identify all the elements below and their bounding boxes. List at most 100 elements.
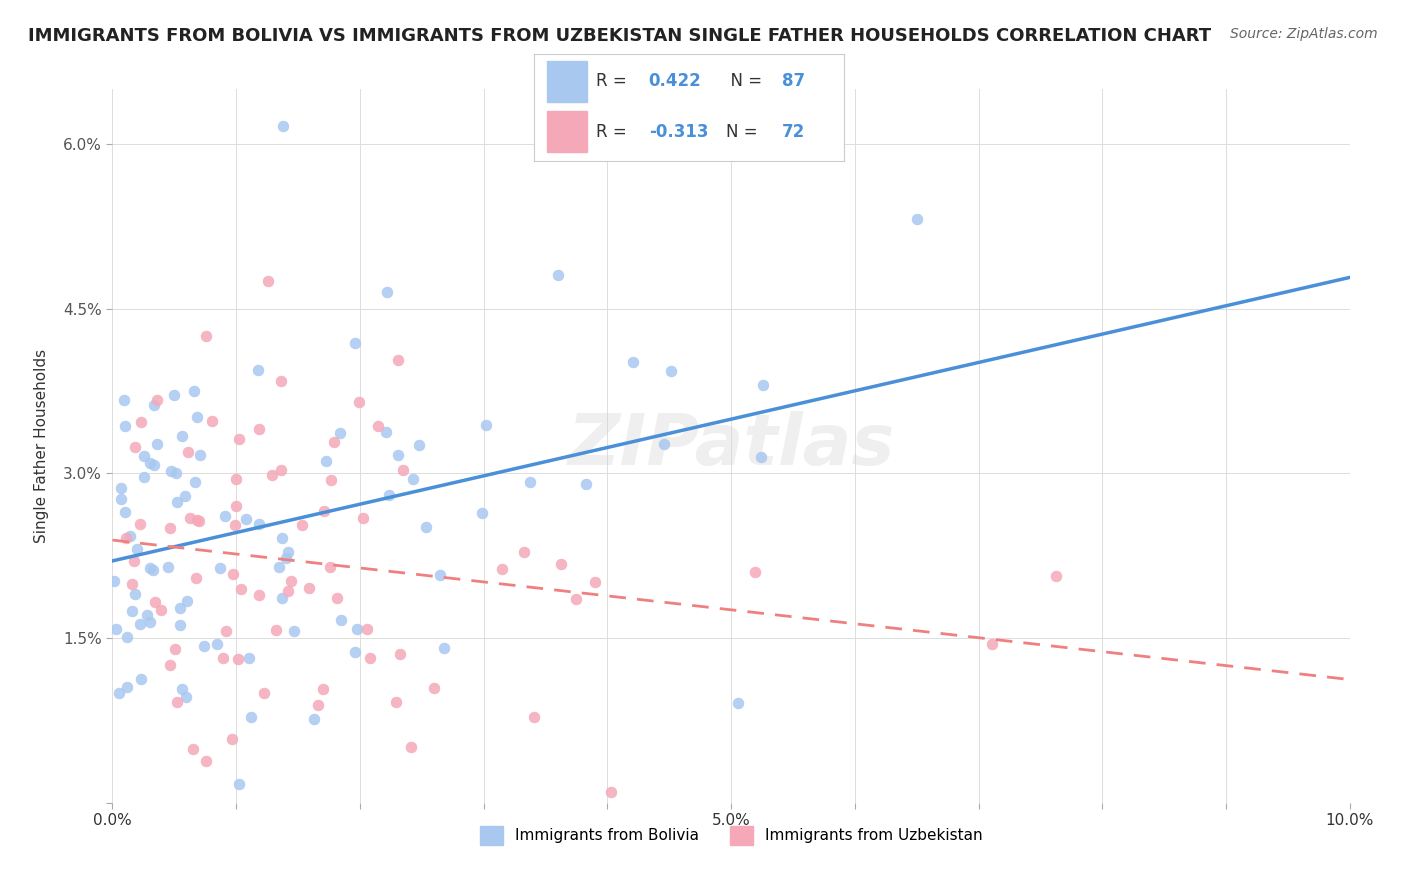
Point	[225, 500, 247, 514]
Point	[359, 651, 381, 665]
Point	[291, 518, 314, 533]
Point	[229, 582, 252, 596]
Point	[513, 545, 536, 559]
Point	[115, 630, 138, 644]
Point	[142, 398, 165, 412]
Text: R =: R =	[596, 72, 633, 90]
Point	[749, 450, 772, 465]
Point	[188, 448, 211, 462]
Point	[319, 473, 342, 487]
Point	[108, 686, 131, 700]
Point	[384, 695, 406, 709]
Point	[160, 465, 183, 479]
Point	[621, 354, 644, 368]
Point	[194, 328, 217, 343]
Point	[145, 595, 167, 609]
Point	[235, 512, 257, 526]
Point	[226, 652, 249, 666]
Point	[142, 563, 165, 577]
Point	[225, 472, 247, 486]
Text: -0.313: -0.313	[648, 123, 709, 141]
Point	[323, 435, 346, 450]
Text: ZIPatlas: ZIPatlas	[568, 411, 894, 481]
Point	[188, 515, 211, 529]
Point	[110, 491, 132, 506]
Point	[186, 410, 208, 425]
Point	[375, 285, 398, 300]
Point	[139, 615, 162, 629]
Text: 72: 72	[782, 123, 806, 141]
Point	[174, 690, 197, 704]
Point	[221, 732, 243, 747]
Point	[221, 566, 243, 581]
Point	[583, 574, 606, 589]
Point	[112, 393, 135, 408]
Point	[124, 440, 146, 454]
Point	[470, 506, 492, 520]
Point	[388, 647, 411, 661]
Y-axis label: Single Father Households: Single Father Households	[34, 349, 49, 543]
Text: N =: N =	[720, 72, 768, 90]
Point	[139, 561, 162, 575]
Point	[408, 437, 430, 451]
Text: Source: ZipAtlas.com: Source: ZipAtlas.com	[1230, 27, 1378, 41]
Legend: Immigrants from Bolivia, Immigrants from Uzbekistan: Immigrants from Bolivia, Immigrants from…	[472, 818, 990, 852]
Point	[159, 658, 181, 673]
Point	[149, 603, 172, 617]
Point	[727, 696, 749, 710]
Point	[271, 119, 294, 133]
Text: 87: 87	[782, 72, 804, 90]
Point	[267, 559, 290, 574]
Point	[166, 495, 188, 509]
Point	[214, 624, 236, 638]
Point	[271, 531, 294, 545]
Point	[129, 415, 152, 429]
Point	[209, 561, 232, 575]
Point	[312, 503, 335, 517]
Point	[744, 566, 766, 580]
Point	[228, 432, 250, 446]
Point	[399, 740, 422, 755]
Point	[157, 560, 180, 574]
Point	[170, 429, 193, 443]
Point	[523, 710, 546, 724]
Point	[146, 437, 169, 451]
Point	[163, 388, 186, 402]
Point	[186, 512, 208, 526]
Point	[247, 516, 270, 531]
Point	[270, 591, 292, 605]
Point	[547, 268, 569, 282]
Point	[103, 574, 125, 588]
Point	[260, 467, 283, 482]
FancyBboxPatch shape	[547, 112, 586, 152]
Point	[115, 680, 138, 694]
Point	[347, 395, 370, 409]
Point	[550, 558, 572, 572]
Point	[253, 686, 276, 700]
Point	[277, 583, 299, 598]
Point	[274, 551, 297, 566]
Point	[402, 472, 425, 486]
FancyBboxPatch shape	[547, 61, 586, 102]
Point	[491, 561, 513, 575]
Point	[433, 640, 456, 655]
Text: 0.422: 0.422	[648, 72, 702, 90]
Point	[105, 622, 128, 636]
Point	[277, 545, 299, 559]
Point	[207, 636, 229, 650]
Point	[129, 617, 152, 632]
Point	[114, 505, 136, 519]
Point	[246, 363, 269, 377]
Point	[121, 577, 143, 591]
Point	[367, 418, 389, 433]
Point	[228, 777, 250, 791]
Point	[375, 425, 398, 439]
Point	[654, 436, 676, 450]
Point	[159, 521, 181, 535]
Point	[125, 541, 148, 556]
Point	[183, 384, 205, 399]
Point	[179, 511, 201, 525]
Point	[256, 274, 278, 288]
Point	[138, 456, 160, 470]
Point	[298, 581, 321, 595]
